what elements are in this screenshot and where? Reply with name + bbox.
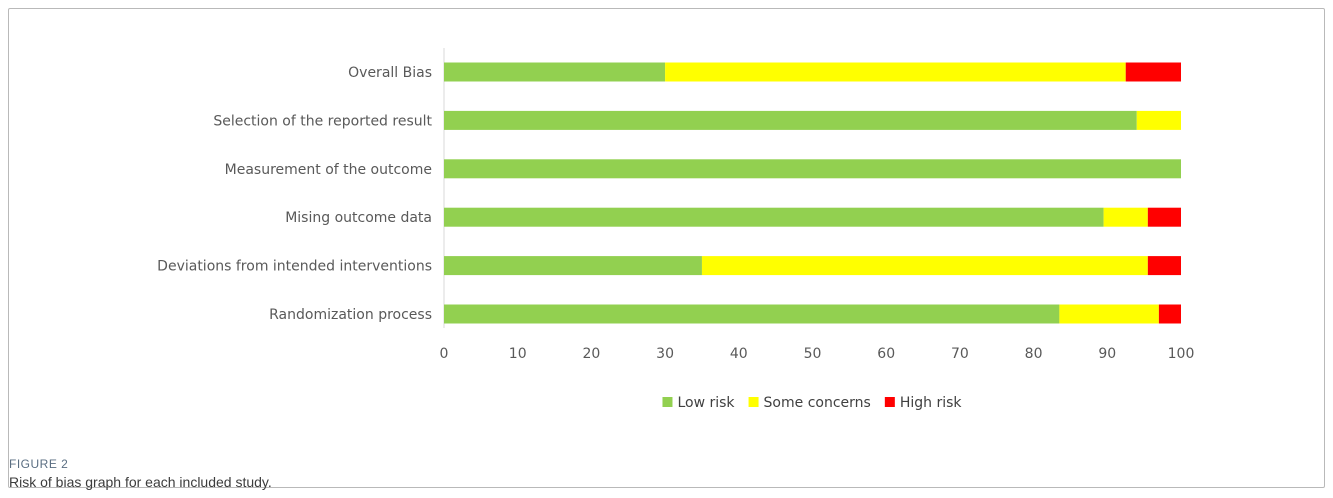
legend-swatch [662,397,673,407]
figure-label: FIGURE 2 [9,457,69,471]
bar-segment [1059,304,1159,324]
bar-segment [1125,62,1181,82]
bar-segment [444,159,1181,179]
x-tick-label: 0 [440,346,449,362]
bar-segment [444,62,666,82]
x-tick-label: 40 [730,346,748,362]
legend-label: Some concerns [764,395,871,411]
bar-segment [1158,304,1181,324]
category-label: Randomization process [269,307,432,323]
x-tick-label: 50 [804,346,822,362]
category-label: Overall Bias [348,65,432,81]
x-tick-label: 100 [1168,346,1195,362]
bar-segment [444,256,702,276]
x-tick-label: 60 [877,346,895,362]
bar-segment [444,110,1137,130]
bar-segment [444,304,1060,324]
legend-label: Low risk [677,395,735,411]
legend-swatch [884,397,895,407]
bar-segment [1103,207,1148,227]
x-tick-label: 80 [1025,346,1043,362]
figure-caption: Risk of bias graph for each included stu… [9,474,272,490]
x-tick-label: 30 [656,346,674,362]
x-tick-label: 70 [951,346,969,362]
x-tick-label: 20 [582,346,600,362]
category-label: Mising outcome data [285,210,432,226]
bar-segment [444,207,1104,227]
bar-segment [701,256,1148,276]
category-label: Measurement of the outcome [225,162,432,178]
category-label: Selection of the reported result [213,113,432,129]
bar-segment [1147,207,1181,227]
legend-swatch [748,397,759,407]
bar-segment [1136,110,1181,130]
bar-segment [1147,256,1181,276]
category-label: Deviations from intended interventions [157,259,432,275]
bar-segment [665,62,1126,82]
legend-label: High risk [900,395,963,411]
x-tick-label: 10 [509,346,527,362]
figure-frame [8,8,1325,488]
risk-of-bias-chart: Overall Bias Selection of the reported re… [157,48,1195,411]
x-tick-label: 90 [1098,346,1116,362]
